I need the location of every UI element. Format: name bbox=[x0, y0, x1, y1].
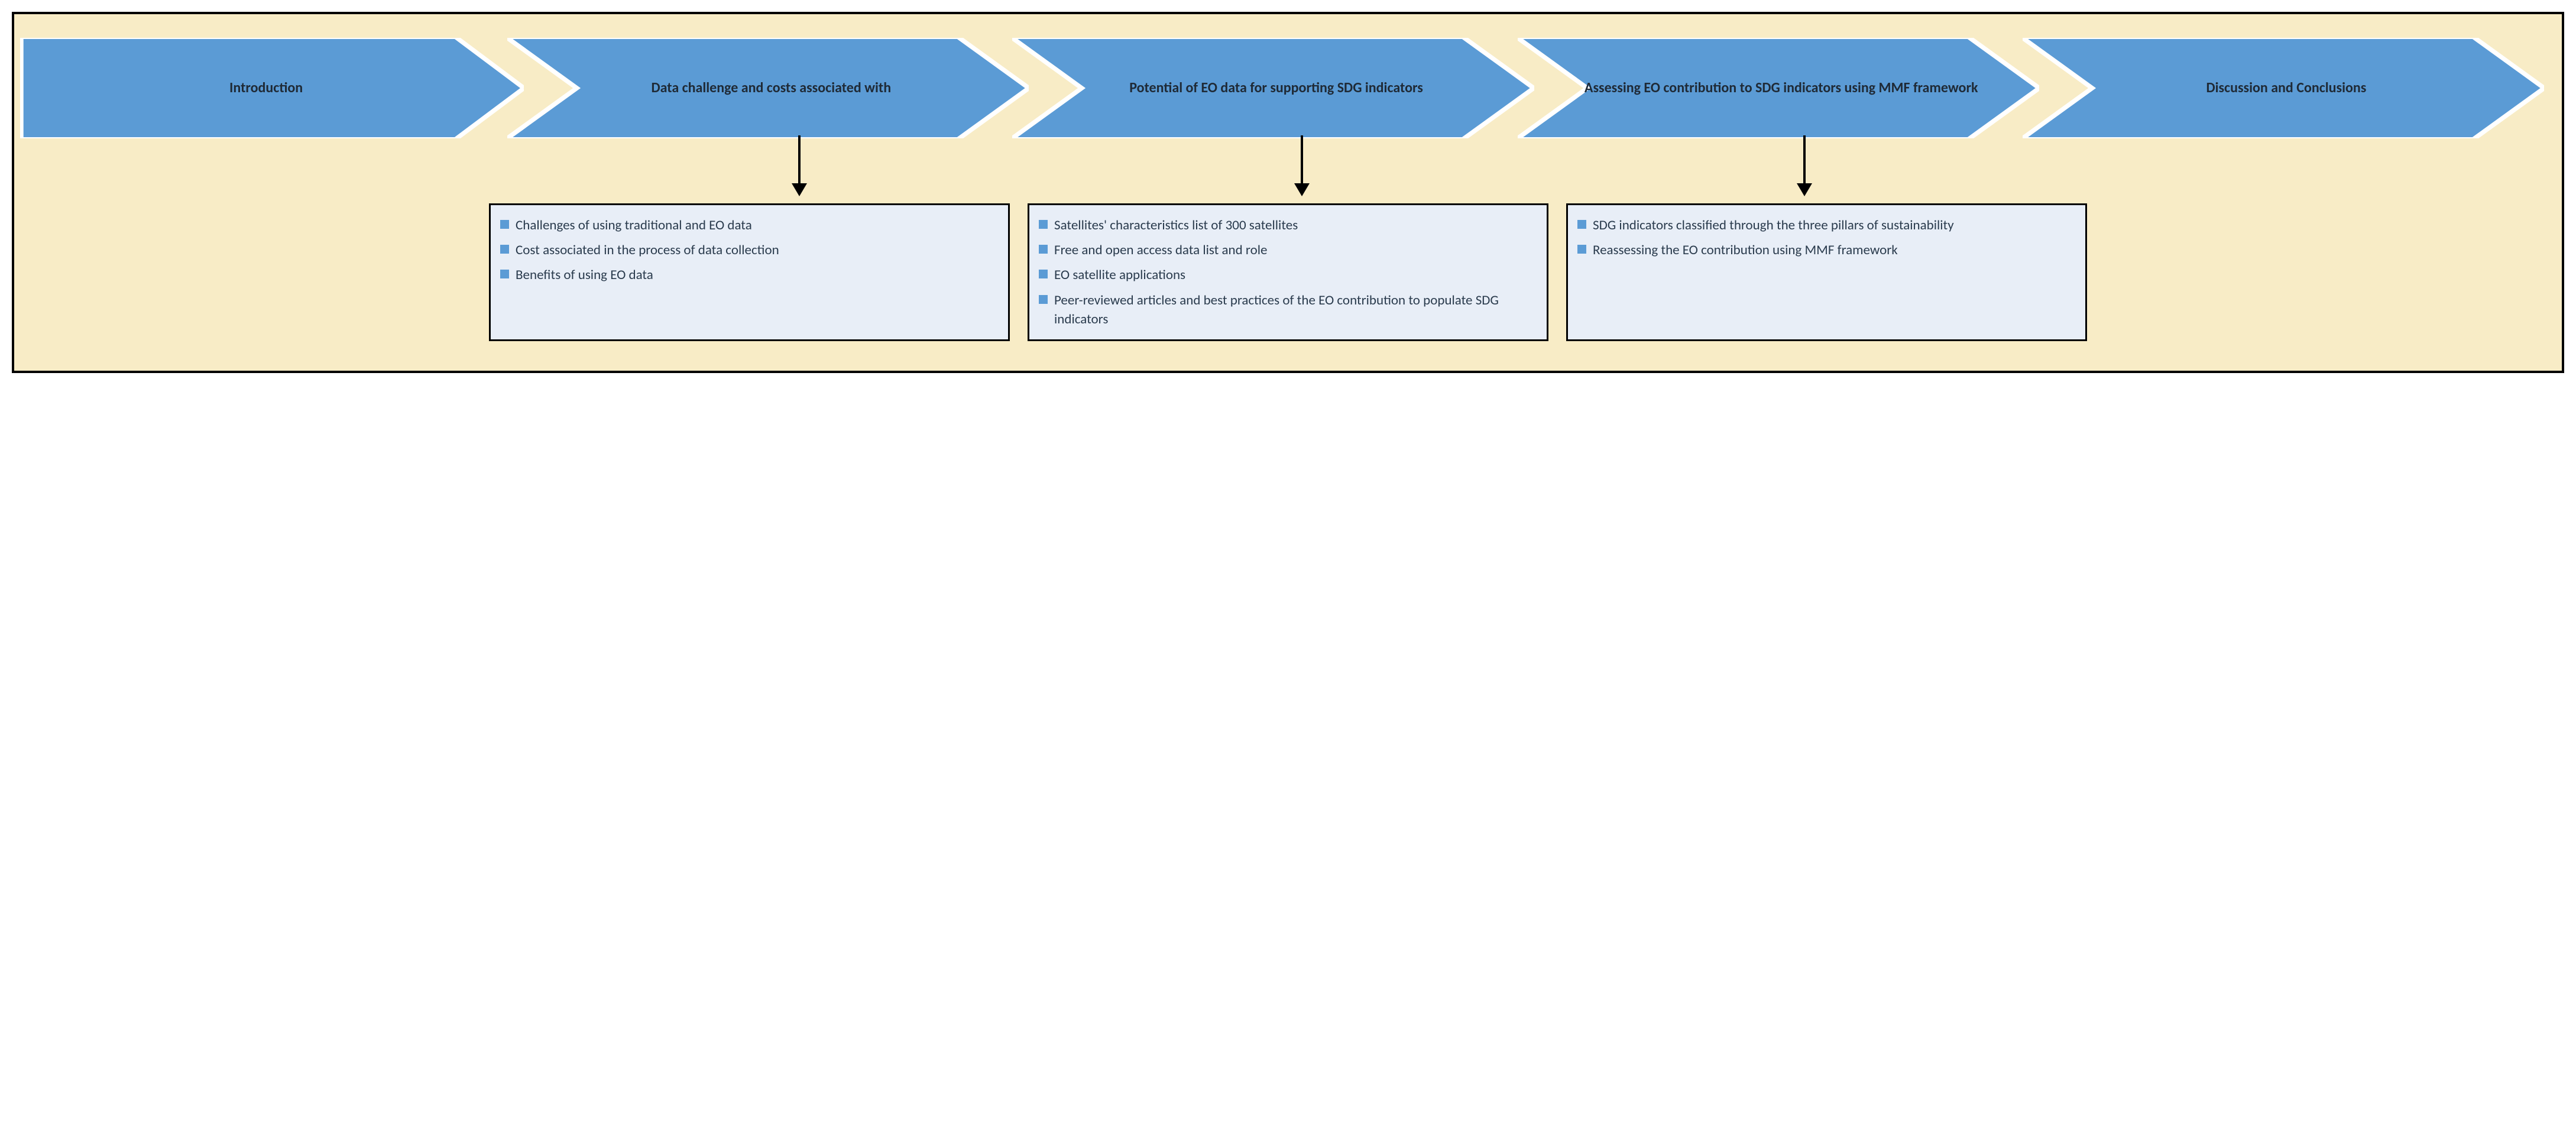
chevron-step-3: Potential of EO data for supporting SDG … bbox=[1012, 38, 1534, 138]
list-item: Satellites' characteristics list of 300 … bbox=[1039, 216, 1537, 235]
list-item: EO satellite applications bbox=[1039, 265, 1537, 284]
detail-box-1: Challenges of using tradi­tional and EO … bbox=[489, 203, 1010, 341]
list-item: Reassessing the EO contri­bution using M… bbox=[1577, 241, 2076, 260]
bullet-list: SDG indicators classified through the th… bbox=[1577, 216, 2076, 260]
list-item: Cost associated in the pro­cess of data … bbox=[500, 241, 999, 260]
chevron-step-4: Assessing EO contribution to SDG indicat… bbox=[1518, 38, 2039, 138]
chevron-label: Discussion and Conclusions bbox=[2206, 79, 2366, 97]
detail-box-2: Satellites' characteristics list of 300 … bbox=[1028, 203, 1548, 341]
chevron-label: Introduction bbox=[229, 79, 303, 97]
list-item: Peer-reviewed articles and best practice… bbox=[1039, 291, 1537, 329]
detail-row: Challenges of using tradi­tional and EO … bbox=[32, 203, 2544, 341]
layout-spacer bbox=[2105, 203, 2538, 341]
chevron-step-5: Discussion and Conclusions bbox=[2023, 38, 2544, 138]
bullet-list: Challenges of using tradi­tional and EO … bbox=[500, 216, 999, 285]
chevron-label: Data challenge and costs associated with bbox=[652, 79, 892, 97]
chevron-row: Introduction Data challenge and costs as… bbox=[20, 38, 2544, 138]
bullet-list: Satellites' characteristics list of 300 … bbox=[1039, 216, 1537, 329]
layout-spacer bbox=[38, 203, 471, 341]
arrow-down-icon bbox=[1803, 135, 1806, 186]
list-item: SDG indicators classified through the th… bbox=[1577, 216, 2076, 235]
diagram-frame: Introduction Data challenge and costs as… bbox=[12, 12, 2564, 373]
list-item: Free and open access data list and role bbox=[1039, 241, 1537, 260]
connector-row bbox=[32, 138, 2544, 203]
chevron-step-1: Introduction bbox=[20, 38, 524, 138]
arrow-down-icon bbox=[798, 135, 801, 186]
chevron-step-2: Data challenge and costs associated with bbox=[507, 38, 1029, 138]
chevron-label: Assessing EO contribution to SDG indicat… bbox=[1585, 79, 1978, 97]
chevron-label: Potential of EO data for supporting SDG … bbox=[1129, 79, 1423, 97]
detail-box-3: SDG indicators classified through the th… bbox=[1566, 203, 2087, 341]
arrow-down-icon bbox=[1301, 135, 1303, 186]
list-item: Challenges of using tradi­tional and EO … bbox=[500, 216, 999, 235]
list-item: Benefits of using EO data bbox=[500, 265, 999, 284]
